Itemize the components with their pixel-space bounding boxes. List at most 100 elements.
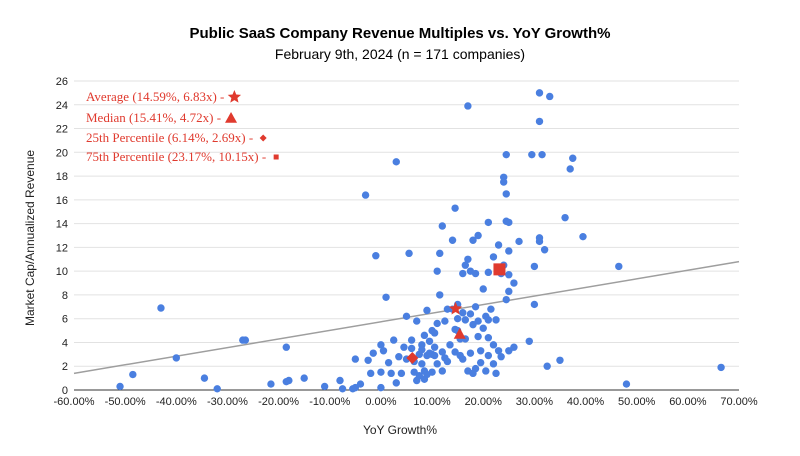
triangle-legend-icon <box>225 112 238 123</box>
x-tick-label: 20.00% <box>465 396 503 408</box>
data-point <box>471 364 480 373</box>
data-point <box>484 351 493 360</box>
x-tick-label: 50.00% <box>618 396 656 408</box>
data-point <box>377 368 385 376</box>
triangle-marker <box>453 327 466 339</box>
y-tick-label: 22 <box>56 124 68 136</box>
data-point <box>615 262 623 271</box>
data-point <box>492 369 500 378</box>
data-point <box>392 379 400 387</box>
data-point <box>418 360 426 368</box>
diamond-marker <box>406 352 419 365</box>
data-point <box>471 269 480 278</box>
star-legend-icon <box>227 90 242 103</box>
data-point <box>361 191 370 199</box>
data-point <box>428 368 436 376</box>
stat-markers <box>406 263 506 365</box>
data-point <box>546 92 554 101</box>
data-point <box>356 380 365 388</box>
data-point <box>530 262 539 271</box>
data-point <box>453 314 462 323</box>
data-point <box>484 268 493 277</box>
data-point <box>561 213 569 222</box>
data-point <box>476 358 485 367</box>
data-point <box>438 222 447 230</box>
x-tick-label: 60.00% <box>669 396 707 408</box>
data-point <box>464 255 472 263</box>
data-point <box>489 341 498 349</box>
x-tick-label: 30.00% <box>516 396 554 408</box>
data-point <box>502 295 510 304</box>
data-point <box>466 310 475 318</box>
data-point <box>320 382 329 391</box>
data-point <box>418 345 426 354</box>
data-point <box>364 356 372 364</box>
data-point <box>436 249 444 258</box>
data-point <box>430 351 439 360</box>
data-point <box>282 343 290 351</box>
y-tick-label: 20 <box>56 147 68 159</box>
stat-annotations: Average (14.59%, 6.83x) - Median (15.41%,… <box>86 89 279 164</box>
data-point <box>461 261 470 269</box>
data-point <box>474 317 482 325</box>
data-points <box>116 89 725 393</box>
chart-subtitle: February 9th, 2024 (n = 171 companies) <box>275 46 525 62</box>
data-point <box>556 356 564 364</box>
data-point <box>459 309 467 317</box>
data-point <box>459 269 467 278</box>
data-point <box>510 343 518 351</box>
data-point <box>464 102 472 110</box>
x-axis-title: YoY Growth% <box>363 423 437 437</box>
data-point <box>525 337 533 345</box>
data-point <box>423 306 431 315</box>
x-tick-label: 70.00% <box>720 396 758 408</box>
data-point <box>487 305 495 313</box>
annotation-label: Average (14.59%, 6.83x) - <box>86 89 224 104</box>
x-tick-label: 40.00% <box>567 396 605 408</box>
data-point <box>535 89 544 97</box>
y-tick-label: 24 <box>56 100 68 112</box>
data-point <box>499 178 508 186</box>
gridlines <box>74 80 739 391</box>
data-point <box>443 357 452 366</box>
data-point <box>387 369 395 378</box>
data-point <box>433 360 441 368</box>
y-tick-label: 16 <box>56 195 68 207</box>
data-point <box>405 249 413 258</box>
data-point <box>484 316 493 324</box>
data-point <box>377 383 385 392</box>
data-point <box>413 317 421 325</box>
data-point <box>489 360 498 368</box>
annotation-label: Median (15.41%, 4.72x) - <box>86 110 221 125</box>
data-point <box>116 382 124 391</box>
data-point <box>502 190 510 198</box>
data-point <box>433 319 441 328</box>
data-point <box>505 271 513 279</box>
data-point <box>566 165 574 173</box>
data-point <box>717 363 725 372</box>
data-point <box>172 354 181 362</box>
data-point <box>379 347 388 355</box>
data-point <box>392 158 400 166</box>
data-point <box>407 336 416 344</box>
data-point <box>157 304 165 312</box>
y-tick-label: 0 <box>62 385 68 397</box>
data-point <box>482 367 490 375</box>
data-point <box>505 218 513 227</box>
data-point <box>285 376 293 385</box>
data-point <box>433 267 441 275</box>
data-point <box>397 369 406 378</box>
data-point <box>448 236 457 244</box>
data-point <box>200 374 209 382</box>
data-point <box>528 150 536 159</box>
data-point <box>492 316 500 324</box>
x-tick-label: -20.00% <box>258 396 299 408</box>
data-point <box>129 370 137 379</box>
data-point <box>349 385 357 393</box>
data-point <box>530 300 539 309</box>
y-tick-label: 10 <box>56 266 68 278</box>
square-legend-icon <box>273 154 279 160</box>
data-point <box>436 291 444 299</box>
x-tick-label: 10.00% <box>413 396 451 408</box>
